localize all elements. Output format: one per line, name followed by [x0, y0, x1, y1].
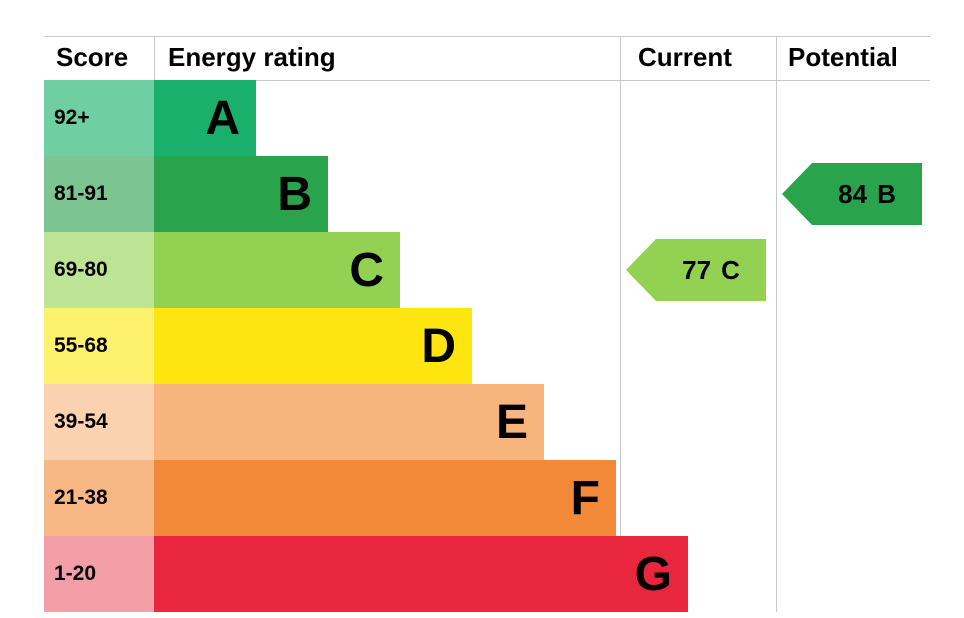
- rating-letter: F: [571, 471, 600, 526]
- current-letter: C: [721, 255, 740, 286]
- score-cell-b: 81-91: [44, 156, 154, 232]
- rating-letter: B: [277, 167, 312, 222]
- rating-letter: E: [496, 395, 528, 450]
- current-pointer-arrow: [626, 239, 656, 301]
- rating-letter: D: [421, 319, 456, 374]
- potential-value: 84: [838, 179, 867, 210]
- current-pointer: 77 C: [626, 239, 766, 301]
- current-value: 77: [682, 255, 711, 286]
- header-energy-rating: Energy rating: [168, 42, 336, 73]
- score-cell-g: 1-20: [44, 536, 154, 612]
- rating-letter: C: [349, 243, 384, 298]
- grid-potential-col-line: [776, 36, 777, 612]
- header-score: Score: [56, 42, 128, 73]
- rating-bar-e: E: [154, 384, 544, 460]
- header-potential: Potential: [788, 42, 898, 73]
- rating-bar-b: B: [154, 156, 328, 232]
- score-range-label: 55-68: [54, 334, 108, 358]
- energy-rating-chart: Score Energy rating Current Potential 92+ A 81…: [0, 0, 964, 618]
- grid-header-sep-score-rating: [154, 36, 155, 80]
- score-cell-e: 39-54: [44, 384, 154, 460]
- potential-pointer-arrow: [782, 163, 812, 225]
- rating-bar-d: D: [154, 308, 472, 384]
- current-pointer-body: 77 C: [656, 239, 766, 301]
- score-cell-c: 69-80: [44, 232, 154, 308]
- score-range-label: 1-20: [54, 562, 96, 586]
- score-range-label: 92+: [54, 106, 90, 130]
- grid-current-col-line: [620, 36, 621, 612]
- score-cell-f: 21-38: [44, 460, 154, 536]
- grid-top-line: [44, 36, 930, 37]
- potential-pointer-body: 84 B: [812, 163, 922, 225]
- rating-bar-a: A: [154, 80, 256, 156]
- score-range-label: 69-80: [54, 258, 108, 282]
- score-range-label: 81-91: [54, 182, 108, 206]
- grid-header-bottom-line: [154, 80, 930, 81]
- score-range-label: 39-54: [54, 410, 108, 434]
- rating-bar-c: C: [154, 232, 400, 308]
- score-cell-d: 55-68: [44, 308, 154, 384]
- rating-bar-g: G: [154, 536, 688, 612]
- rating-letter: G: [635, 547, 672, 602]
- potential-letter: B: [877, 179, 896, 210]
- rating-letter: A: [205, 91, 240, 146]
- score-range-label: 21-38: [54, 486, 108, 510]
- rating-bar-f: F: [154, 460, 616, 536]
- header-current: Current: [638, 42, 732, 73]
- score-cell-a: 92+: [44, 80, 154, 156]
- potential-pointer: 84 B: [782, 163, 922, 225]
